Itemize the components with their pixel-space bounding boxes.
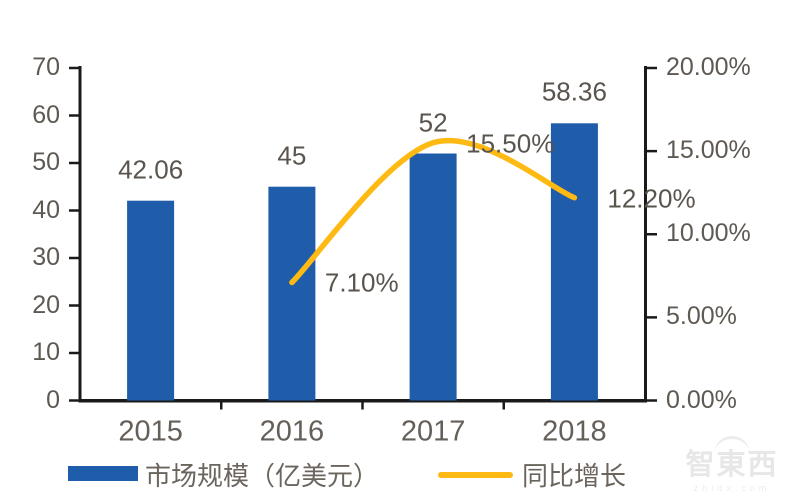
right-axis-tick-label: 15.00% <box>666 136 751 165</box>
right-axis-tick-label: 20.00% <box>666 52 751 81</box>
bar-value-label: 52 <box>418 107 448 137</box>
bar-value-label: 58.36 <box>541 76 607 107</box>
x-axis-category-label: 2017 <box>400 415 466 447</box>
bar-2015 <box>127 200 175 401</box>
legend-line-swatch-icon <box>438 472 513 478</box>
bar-2016 <box>268 186 316 401</box>
left-axis-tick-label: 40 <box>32 195 60 224</box>
left-axis-tick-label: 0 <box>46 385 60 414</box>
watermark-domain: zhidx.com <box>693 483 771 493</box>
line-value-label: 15.50% <box>466 128 555 159</box>
legend-line-label: 同比增长 <box>522 461 627 491</box>
bar-value-label: 42.06 <box>118 154 184 185</box>
left-axis-tick-label: 70 <box>32 52 60 81</box>
x-axis-category-label: 2015 <box>118 415 183 447</box>
line-value-label: 12.20% <box>607 183 696 214</box>
bar-2018 <box>550 123 598 401</box>
right-axis-tick-label: 0.00% <box>666 385 737 414</box>
legend-bar-swatch-icon <box>68 466 138 481</box>
left-axis-tick-label: 50 <box>32 147 60 176</box>
x-axis-category-label: 2016 <box>259 415 325 447</box>
right-axis-tick-label: 10.00% <box>666 219 751 248</box>
left-axis-tick-label: 10 <box>32 337 60 366</box>
left-axis-tick-label: 20 <box>32 290 60 319</box>
right-axis-tick-label: 5.00% <box>666 302 737 331</box>
bar-2017 <box>409 153 457 401</box>
axes <box>69 66 657 410</box>
watermark-arc-icon <box>714 436 750 454</box>
left-axis-tick-label: 30 <box>32 242 60 271</box>
watermark: 智東西 zhidx.com <box>672 436 792 493</box>
left-axis-tick-label: 60 <box>32 100 60 129</box>
bar-series <box>127 123 598 401</box>
line-value-label: 7.10% <box>324 267 399 298</box>
legend-bar-label: 市场规模（亿美元） <box>145 461 380 491</box>
bar-value-label: 45 <box>277 140 307 171</box>
x-axis-category-label: 2018 <box>542 415 607 447</box>
growth-line-series <box>289 138 578 286</box>
watermark-logo: 智東西 <box>685 449 779 482</box>
